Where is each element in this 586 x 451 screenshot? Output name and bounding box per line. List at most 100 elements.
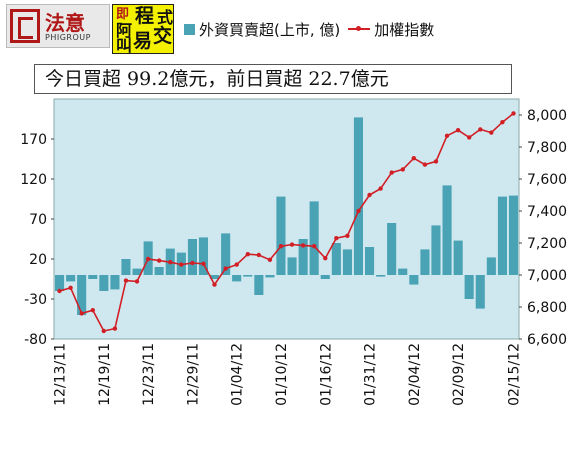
bar bbox=[198, 237, 208, 275]
line-series bbox=[57, 111, 516, 334]
line-point bbox=[400, 167, 405, 172]
line-point bbox=[500, 120, 505, 125]
x-tick-label: 01/04/12 bbox=[230, 343, 246, 406]
line-point bbox=[334, 236, 339, 241]
x-tick-label: 01/16/12 bbox=[318, 343, 334, 406]
x-tick-label: 12/19/11 bbox=[97, 343, 113, 406]
x-tick-label: 12/23/11 bbox=[141, 343, 157, 406]
logo-char: 叫 bbox=[116, 36, 133, 55]
left-axis: -80 -30 20 70 120 170 bbox=[20, 132, 54, 348]
line-point bbox=[245, 252, 250, 257]
plot-area bbox=[53, 98, 520, 340]
bar bbox=[497, 196, 507, 275]
line-point bbox=[378, 186, 383, 191]
line-point bbox=[345, 233, 350, 238]
bar bbox=[210, 275, 220, 279]
line-point bbox=[190, 260, 195, 266]
bar bbox=[365, 247, 375, 275]
bar bbox=[132, 268, 142, 275]
right-tick-label: 8,000 bbox=[527, 108, 567, 124]
bar bbox=[409, 275, 419, 285]
line-point bbox=[157, 258, 162, 263]
line-point bbox=[511, 111, 516, 116]
bar bbox=[243, 275, 253, 277]
left-tick-label: -80 bbox=[24, 332, 47, 348]
legend-line-swatch bbox=[348, 22, 371, 36]
logo-char: 交 bbox=[153, 25, 173, 47]
line-point bbox=[389, 170, 394, 175]
line-point bbox=[323, 256, 328, 261]
line-point bbox=[123, 278, 129, 283]
line-point bbox=[68, 285, 73, 290]
line-point bbox=[367, 192, 372, 198]
line-point bbox=[422, 162, 428, 167]
line-point bbox=[57, 288, 62, 294]
bar bbox=[287, 257, 297, 275]
bar bbox=[232, 275, 242, 282]
bar bbox=[55, 275, 65, 291]
bar bbox=[265, 275, 275, 278]
index-line bbox=[59, 112, 514, 332]
x-axis: 12/13/11 12/19/11 12/23/11 12/29/11 01/04/12… bbox=[53, 343, 523, 406]
logo-char: 易 bbox=[133, 30, 153, 52]
bar bbox=[121, 259, 131, 275]
right-tick-label: 7,200 bbox=[527, 236, 567, 252]
bar bbox=[66, 275, 76, 282]
right-axis: 6,600 6,800 7,000 7,200 7,400 7,600 7,800 8,000 bbox=[519, 108, 567, 348]
phigroup-logo-mark-icon bbox=[10, 9, 40, 43]
right-tick-label: 6,600 bbox=[527, 332, 567, 348]
line-point bbox=[90, 308, 96, 313]
program-trading-logo: 即 程 式 阿 交 叫 易 bbox=[112, 4, 174, 54]
bar bbox=[110, 275, 120, 290]
bar bbox=[442, 185, 452, 275]
left-tick-label: 70 bbox=[29, 212, 47, 228]
line-point bbox=[433, 159, 439, 164]
line-point bbox=[489, 130, 494, 135]
line-point bbox=[278, 244, 284, 249]
summary-banner: 今日買超 99.2億元，前日買超 22.7億元 bbox=[34, 64, 512, 94]
line-point bbox=[256, 252, 261, 258]
line-point bbox=[444, 133, 450, 138]
right-tick-label: 6,800 bbox=[527, 300, 567, 316]
right-tick-label: 7,400 bbox=[527, 204, 567, 220]
bar bbox=[353, 117, 363, 276]
bar bbox=[387, 223, 397, 275]
line-point bbox=[300, 243, 306, 248]
line-point bbox=[289, 242, 295, 247]
bar bbox=[398, 268, 408, 275]
line-point bbox=[134, 279, 140, 284]
line-point bbox=[212, 282, 217, 287]
phigroup-logo-sub: PHIGROUP bbox=[45, 33, 91, 42]
bar bbox=[154, 267, 164, 275]
left-tick-label: -30 bbox=[24, 292, 47, 308]
bar bbox=[453, 240, 463, 275]
line-point bbox=[267, 257, 273, 262]
line-point bbox=[223, 266, 228, 271]
line-point bbox=[201, 261, 206, 266]
legend-line-label: 加權指數 bbox=[374, 20, 435, 39]
right-tick-label: 7,000 bbox=[527, 268, 567, 284]
bar bbox=[420, 249, 430, 275]
line-point bbox=[234, 262, 239, 267]
bar bbox=[276, 196, 286, 275]
line-point bbox=[467, 135, 472, 140]
x-tick-label: 01/10/12 bbox=[274, 343, 290, 406]
left-tick-label: 120 bbox=[20, 172, 47, 188]
line-point bbox=[312, 244, 317, 249]
chart-legend: 外資買賣超(上市, 億) 加權指數 bbox=[184, 16, 434, 42]
logo-char: 阿 bbox=[116, 21, 133, 40]
bar bbox=[486, 257, 496, 275]
line-point bbox=[101, 328, 107, 334]
line-point bbox=[79, 311, 84, 316]
left-tick-label: 20 bbox=[29, 252, 47, 268]
bar bbox=[331, 243, 341, 275]
bar bbox=[298, 239, 308, 275]
bar bbox=[475, 275, 485, 309]
legend-bar-swatch bbox=[184, 23, 195, 35]
phigroup-logo: 法意 PHIGROUP bbox=[6, 4, 110, 48]
bar bbox=[309, 201, 319, 275]
line-point bbox=[179, 262, 184, 267]
right-tick-label: 7,600 bbox=[527, 172, 567, 188]
bar bbox=[88, 275, 98, 279]
